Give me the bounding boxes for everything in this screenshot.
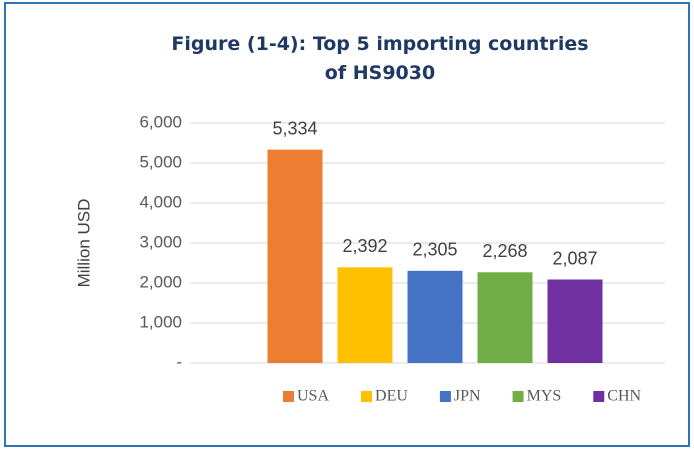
legend-swatch [439,391,451,402]
legend-swatch [512,391,524,402]
legend-label: DEU [375,388,408,405]
bar [547,279,603,363]
data-label: 2,305 [412,240,457,260]
frame [4,2,690,447]
y-tick-label: 1,000 [139,312,182,331]
y-tick-label: 6,000 [139,112,182,131]
legend-label: USA [297,388,329,405]
legend-swatch [593,391,605,402]
data-label: 2,087 [552,248,597,268]
legend-label: JPN [454,388,481,405]
data-label: 2,392 [342,236,387,256]
y-axis-label: Million USD [74,199,93,288]
bar [267,149,323,363]
y-tick-label: 2,000 [139,272,182,291]
bar [337,267,393,363]
bar [407,270,463,363]
y-tick-label: - [176,352,182,371]
legend-swatch [283,391,294,402]
legend-label: CHN [607,388,641,405]
bar [477,272,533,363]
data-label: 5,334 [272,118,317,138]
y-tick-label: 4,000 [139,192,182,211]
legend-swatch [361,391,373,402]
y-tick-label: 3,000 [139,232,182,251]
y-tick-label: 5,000 [139,152,182,171]
chart-title: Figure (1-4): Top 5 importing countries … [171,33,589,84]
legend-label: MYS [527,388,562,405]
data-label: 2,268 [482,241,527,261]
